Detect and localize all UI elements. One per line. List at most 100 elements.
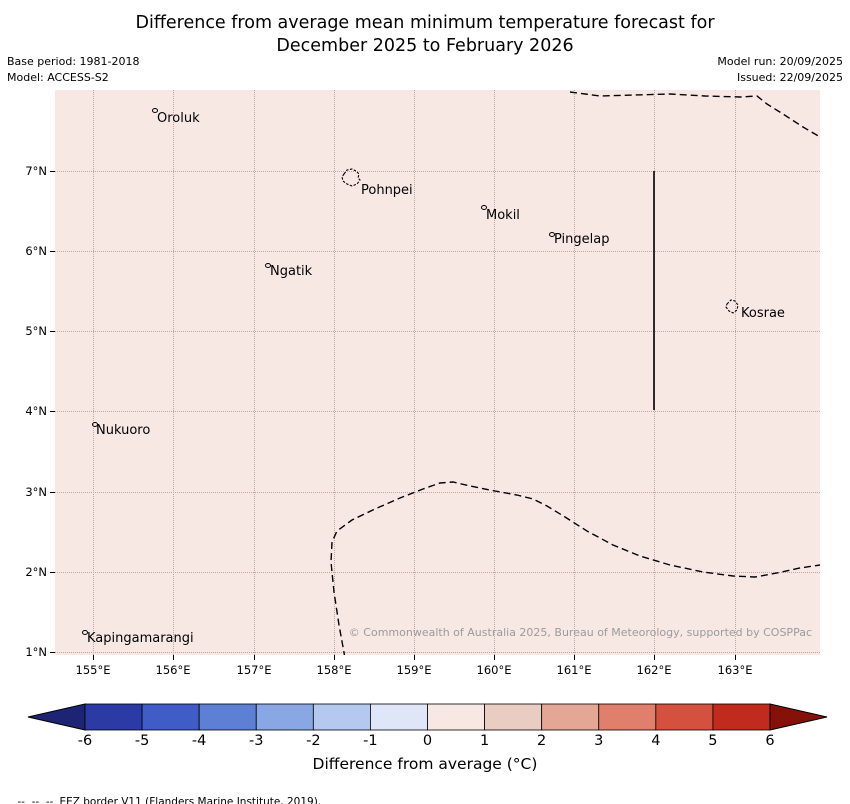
y-axis-tick — [50, 652, 55, 653]
x-axis-tick — [574, 655, 575, 660]
x-axis-tick — [494, 655, 495, 660]
place-label-pohnpei: Pohnpei — [361, 183, 413, 198]
eez-border-south — [330, 481, 820, 655]
eez-legend-symbol: -- -- -- — [17, 796, 54, 804]
gridline-vertical — [93, 90, 94, 655]
y-axis-label: 5°N — [25, 324, 47, 338]
y-axis-label: 1°N — [25, 645, 47, 659]
eez-legend-text: EEZ border V11 (Flanders Marine Institut… — [59, 796, 322, 804]
colorbar-tick-label: 6 — [765, 733, 775, 749]
colorbar-segment — [484, 703, 543, 731]
y-axis-tick — [50, 251, 55, 252]
colorbar-tick-label: 0 — [422, 733, 433, 749]
x-axis-label: 159°E — [396, 663, 432, 677]
map-overlay — [330, 91, 820, 655]
atoll-marker — [481, 205, 487, 210]
colorbar-segment — [255, 703, 314, 731]
x-axis-label: 161°E — [556, 663, 592, 677]
x-axis-label: 162°E — [636, 663, 672, 677]
issued-text: Issued: 22/09/2025 — [736, 71, 843, 84]
gridline-vertical — [414, 90, 415, 655]
colorbar-tick-label: -5 — [134, 733, 150, 749]
place-label-oroluk: Oroluk — [157, 111, 200, 126]
place-label-kapingamarangi: Kapingamarangi — [87, 631, 194, 646]
chart-title-line1: Difference from average mean minimum tem… — [135, 13, 715, 33]
gridline-horizontal — [55, 411, 820, 412]
gridline-vertical — [574, 90, 575, 655]
colorbar — [27, 703, 828, 731]
colorbar-tick-label: 1 — [479, 733, 490, 749]
y-axis-label: 4°N — [25, 404, 47, 418]
colorbar-tick-label: -4 — [191, 733, 207, 749]
gridline-horizontal — [55, 251, 820, 252]
gridline-vertical — [334, 90, 335, 655]
x-axis-label: 155°E — [75, 663, 111, 677]
gridline-horizontal — [55, 652, 820, 653]
atoll-marker — [549, 232, 555, 237]
x-axis-tick — [334, 655, 335, 660]
colorbar-tick-label: -6 — [77, 733, 93, 749]
model-run-text: Model run: 20/09/2025 — [717, 55, 843, 68]
x-axis-label: 163°E — [717, 663, 753, 677]
y-axis-tick — [50, 171, 55, 172]
y-axis-tick — [50, 492, 55, 493]
y-axis-label: 6°N — [25, 244, 47, 258]
x-axis-label: 160°E — [476, 663, 512, 677]
colorbar-segment — [84, 703, 143, 731]
gridline-horizontal — [55, 572, 820, 573]
colorbar-tick-label: 5 — [708, 733, 718, 749]
y-axis-tick — [50, 572, 55, 573]
y-axis-label: 7°N — [25, 164, 47, 178]
colorbar-segment — [198, 703, 257, 731]
y-axis-label: 3°N — [25, 485, 47, 499]
place-label-mokil: Mokil — [486, 208, 520, 223]
places-layer: Oroluk Pohnpei Mokil Pingelap Ngatik Kosrae Nu… — [55, 90, 820, 655]
eez-legend: -- -- -- EEZ border V11 (Flanders Marine … — [4, 784, 321, 804]
x-axis-tick — [735, 655, 736, 660]
eez-border-north — [569, 91, 820, 138]
place-label-nukuoro: Nukuoro — [96, 423, 151, 438]
place-label-ngatik: Ngatik — [270, 264, 313, 279]
gridline-vertical — [173, 90, 174, 655]
colorbar-segment — [141, 703, 200, 731]
colorbar-label: Difference from average (°C) — [312, 755, 538, 773]
meta-right: Model run: 20/09/2025 Issued: 22/09/2025 — [717, 54, 843, 86]
x-axis-label: 157°E — [236, 663, 272, 677]
x-axis-tick — [654, 655, 655, 660]
gridline-horizontal — [55, 171, 820, 172]
colorbar-tick-label: -1 — [363, 733, 378, 749]
colorbar-segment — [712, 703, 771, 731]
colorbar-tick-label: 2 — [537, 733, 547, 749]
atoll-marker — [152, 108, 158, 113]
chart-title-line2: December 2025 to February 2026 — [276, 36, 574, 56]
pohnpei-island-outline — [341, 168, 361, 187]
map-plot-area: Oroluk Pohnpei Mokil Pingelap Ngatik Kosrae Nu… — [55, 90, 820, 655]
colorbar-arrow-left — [27, 703, 86, 731]
atoll-marker — [82, 630, 88, 635]
place-label-pingelap: Pingelap — [554, 232, 610, 247]
x-axis-label: 156°E — [155, 663, 191, 677]
atoll-marker — [92, 422, 98, 427]
x-axis-tick — [93, 655, 94, 660]
gridline-vertical — [494, 90, 495, 655]
atoll-marker — [265, 263, 271, 268]
place-label-kosrae: Kosrae — [741, 306, 785, 321]
x-axis-tick — [173, 655, 174, 660]
colorbar-segment — [427, 703, 485, 731]
y-axis-tick — [50, 331, 55, 332]
gridline-horizontal — [55, 331, 820, 332]
colorbar-segment — [541, 703, 600, 731]
meta-left: Base period: 1981-2018 Model: ACCESS-S2 — [7, 54, 139, 86]
colorbar-tick-label: -2 — [306, 733, 321, 749]
y-axis-tick — [50, 411, 55, 412]
copyright-text: © Commonwealth of Australia 2025, Bureau… — [348, 626, 812, 639]
colorbar-segment — [598, 703, 657, 731]
chart-title: Difference from average mean minimum tem… — [0, 12, 850, 58]
colorbar-arrow-right — [769, 703, 828, 731]
colorbar-segment — [370, 703, 428, 731]
x-axis-tick — [414, 655, 415, 660]
kosrae-island-outline — [725, 299, 739, 314]
colorbar-tick-label: -3 — [249, 733, 264, 749]
base-period-text: Base period: 1981-2018 — [7, 55, 140, 68]
